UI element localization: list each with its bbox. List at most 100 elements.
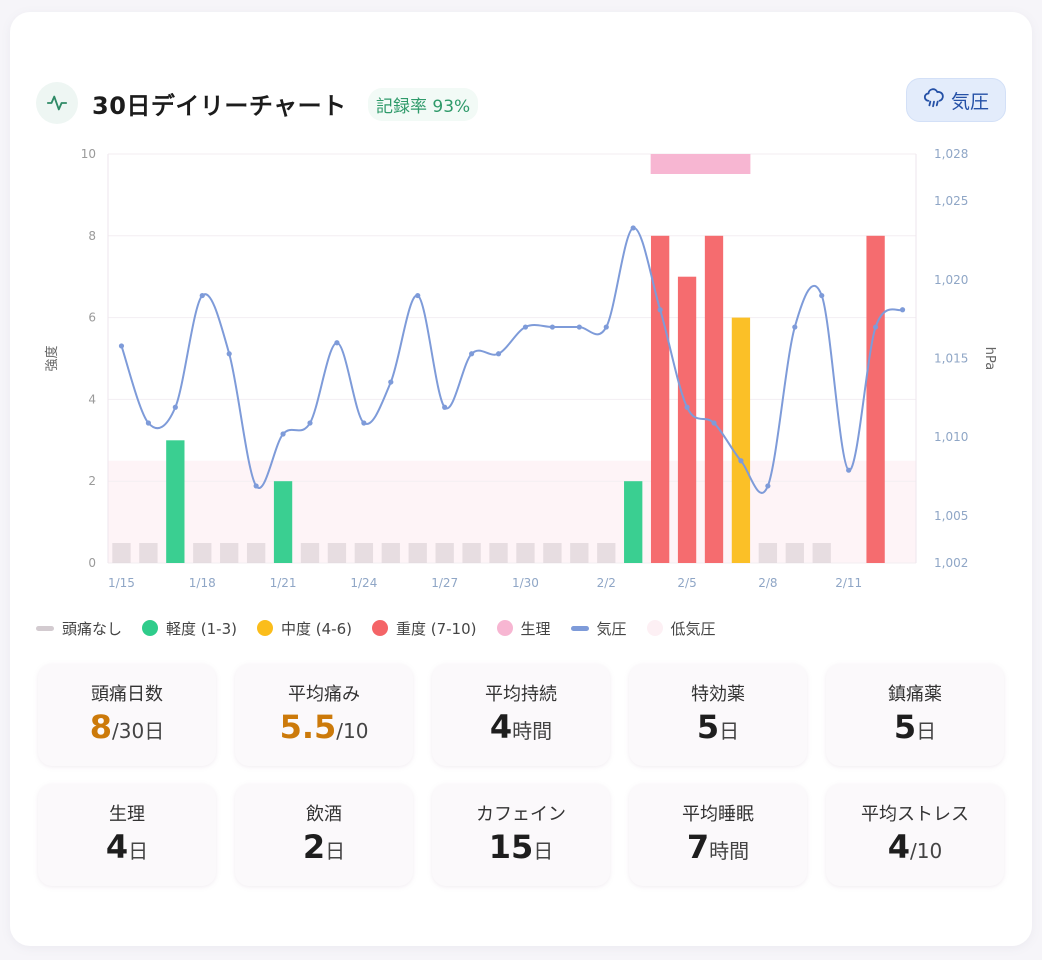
y-tick-label: 10 xyxy=(81,147,96,161)
intensity-bar xyxy=(462,543,481,563)
pressure-point xyxy=(415,292,421,299)
y-tick-label: 4 xyxy=(88,392,96,406)
y-tick-label: 6 xyxy=(88,311,96,325)
legend-swatch xyxy=(142,620,159,636)
intensity-bar xyxy=(758,543,778,563)
intensity-bar xyxy=(193,543,212,563)
stat-value: 4時間 xyxy=(432,708,610,746)
stat-card: 生理 4日 xyxy=(38,784,216,886)
page-title: 30日デイリーチャート xyxy=(92,92,347,120)
pressure-point xyxy=(846,467,852,473)
pressure-point xyxy=(280,431,286,437)
stat-value: 15日 xyxy=(432,828,610,866)
intensity-bar xyxy=(166,440,185,563)
stat-unit: 時間 xyxy=(512,719,553,743)
stat-card: 鎮痛薬 5日 xyxy=(826,664,1004,766)
legend-item-low-pressure: 低気圧 xyxy=(646,618,716,639)
stat-unit: /10 xyxy=(336,719,369,743)
stat-number: 5.5 xyxy=(279,708,337,746)
legend-item-pressure: 気圧 xyxy=(570,618,627,639)
stat-number: 4 xyxy=(489,708,513,746)
stat-unit: 日 xyxy=(916,719,937,743)
stat-label: 平均睡眠 xyxy=(682,804,754,825)
legend-label: 中度 (4-6) xyxy=(281,619,352,638)
legend-swatch xyxy=(371,620,388,636)
stat-card: 平均痛み 5.5/10 xyxy=(235,664,413,766)
stat-value: 2日 xyxy=(235,828,413,866)
y-tick-label: 2 xyxy=(88,474,96,488)
pressure-point xyxy=(684,404,690,410)
stat-value: 8/30日 xyxy=(38,708,216,746)
x-tick-label: 2/5 xyxy=(677,576,696,590)
stat-unit: 日 xyxy=(128,839,149,863)
pressure-point xyxy=(226,351,232,357)
y2-tick-label: 1,015 xyxy=(934,352,968,366)
pressure-toggle-button[interactable]: 気圧 xyxy=(906,78,1006,122)
stat-label: カフェイン xyxy=(476,804,566,825)
stat-card: 特効薬 5日 xyxy=(629,664,807,766)
pressure-line xyxy=(120,226,904,494)
stats-grid: 頭痛日数 8/30日 平均痛み 5.5/10 平均持続 4時間 特効薬 5日 鎮痛薬 5日 生理 4日… xyxy=(38,664,1008,886)
stat-card: 飲酒 2日 xyxy=(235,784,413,886)
legend-item-none: 頭痛なし xyxy=(36,618,122,639)
intensity-bar xyxy=(597,543,616,563)
pressure-point xyxy=(522,324,529,330)
pressure-point xyxy=(765,483,771,489)
stat-unit: 時間 xyxy=(709,839,750,863)
y2-tick-label: 1,002 xyxy=(934,556,968,570)
y2-tick-label: 1,020 xyxy=(934,273,968,287)
intensity-bar xyxy=(408,543,427,563)
activity-pulse-icon xyxy=(36,82,78,124)
stat-card: 頭痛日数 8/30日 xyxy=(38,664,216,766)
cloud-rain-icon xyxy=(923,87,945,114)
pressure-point xyxy=(253,483,259,489)
x-tick-label: 1/27 xyxy=(431,576,458,590)
stat-unit: 日 xyxy=(533,839,554,863)
stat-value: 7時間 xyxy=(629,828,807,866)
x-tick-label: 2/8 xyxy=(758,576,777,590)
intensity-bar xyxy=(435,543,454,563)
y-tick-label: 8 xyxy=(88,229,96,243)
x-tick-label: 2/2 xyxy=(597,576,616,590)
legend-label: 低気圧 xyxy=(670,619,716,638)
y2-axis-title: hPa xyxy=(982,347,997,370)
intensity-bar xyxy=(300,543,320,563)
legend-item-period: 生理 xyxy=(496,618,551,639)
legend-item-mild: 軽度 (1-3) xyxy=(142,618,237,639)
daily-chart-card: 30日デイリーチャート 記録率 93% 気圧 0 2 4 6 8 10 1,002 1,005… xyxy=(10,12,1032,946)
pressure-point xyxy=(792,324,798,330)
pressure-point xyxy=(899,307,906,313)
x-tick-label: 2/11 xyxy=(835,576,862,590)
pressure-point xyxy=(172,404,178,410)
stat-number: 8 xyxy=(89,708,113,746)
stat-value: 4日 xyxy=(38,828,216,866)
intensity-bar xyxy=(246,543,266,563)
stat-label: 特効薬 xyxy=(691,684,745,705)
intensity-bar xyxy=(677,276,697,563)
intensity-bar xyxy=(866,235,885,564)
intensity-bar xyxy=(785,543,804,563)
stat-value: 5日 xyxy=(826,708,1004,746)
intensity-bar xyxy=(489,543,508,563)
stat-number: 5 xyxy=(696,708,720,746)
stat-card: 平均持続 4時間 xyxy=(432,664,610,766)
intensity-bar xyxy=(570,543,589,563)
stat-value: 5日 xyxy=(629,708,807,746)
intensity-bar xyxy=(731,317,751,563)
x-tick-label: 1/18 xyxy=(189,576,216,590)
low-pressure-band xyxy=(108,460,916,563)
stat-unit: /10 xyxy=(910,839,943,863)
legend-label: 気圧 xyxy=(596,619,627,638)
stat-label: 頭痛日数 xyxy=(91,684,163,705)
stat-card: 平均ストレス 4/10 xyxy=(826,784,1004,886)
pressure-point xyxy=(657,307,663,313)
legend-item-moderate: 中度 (4-6) xyxy=(257,618,352,639)
intensity-bar xyxy=(516,543,535,563)
stat-number: 2 xyxy=(302,828,326,866)
legend-label: 重度 (7-10) xyxy=(395,619,477,638)
pressure-point xyxy=(576,324,582,330)
stat-unit: 日 xyxy=(719,719,740,743)
stat-label: 生理 xyxy=(109,804,145,825)
intensity-bar xyxy=(327,543,347,563)
legend-item-severe: 重度 (7-10) xyxy=(371,618,477,639)
